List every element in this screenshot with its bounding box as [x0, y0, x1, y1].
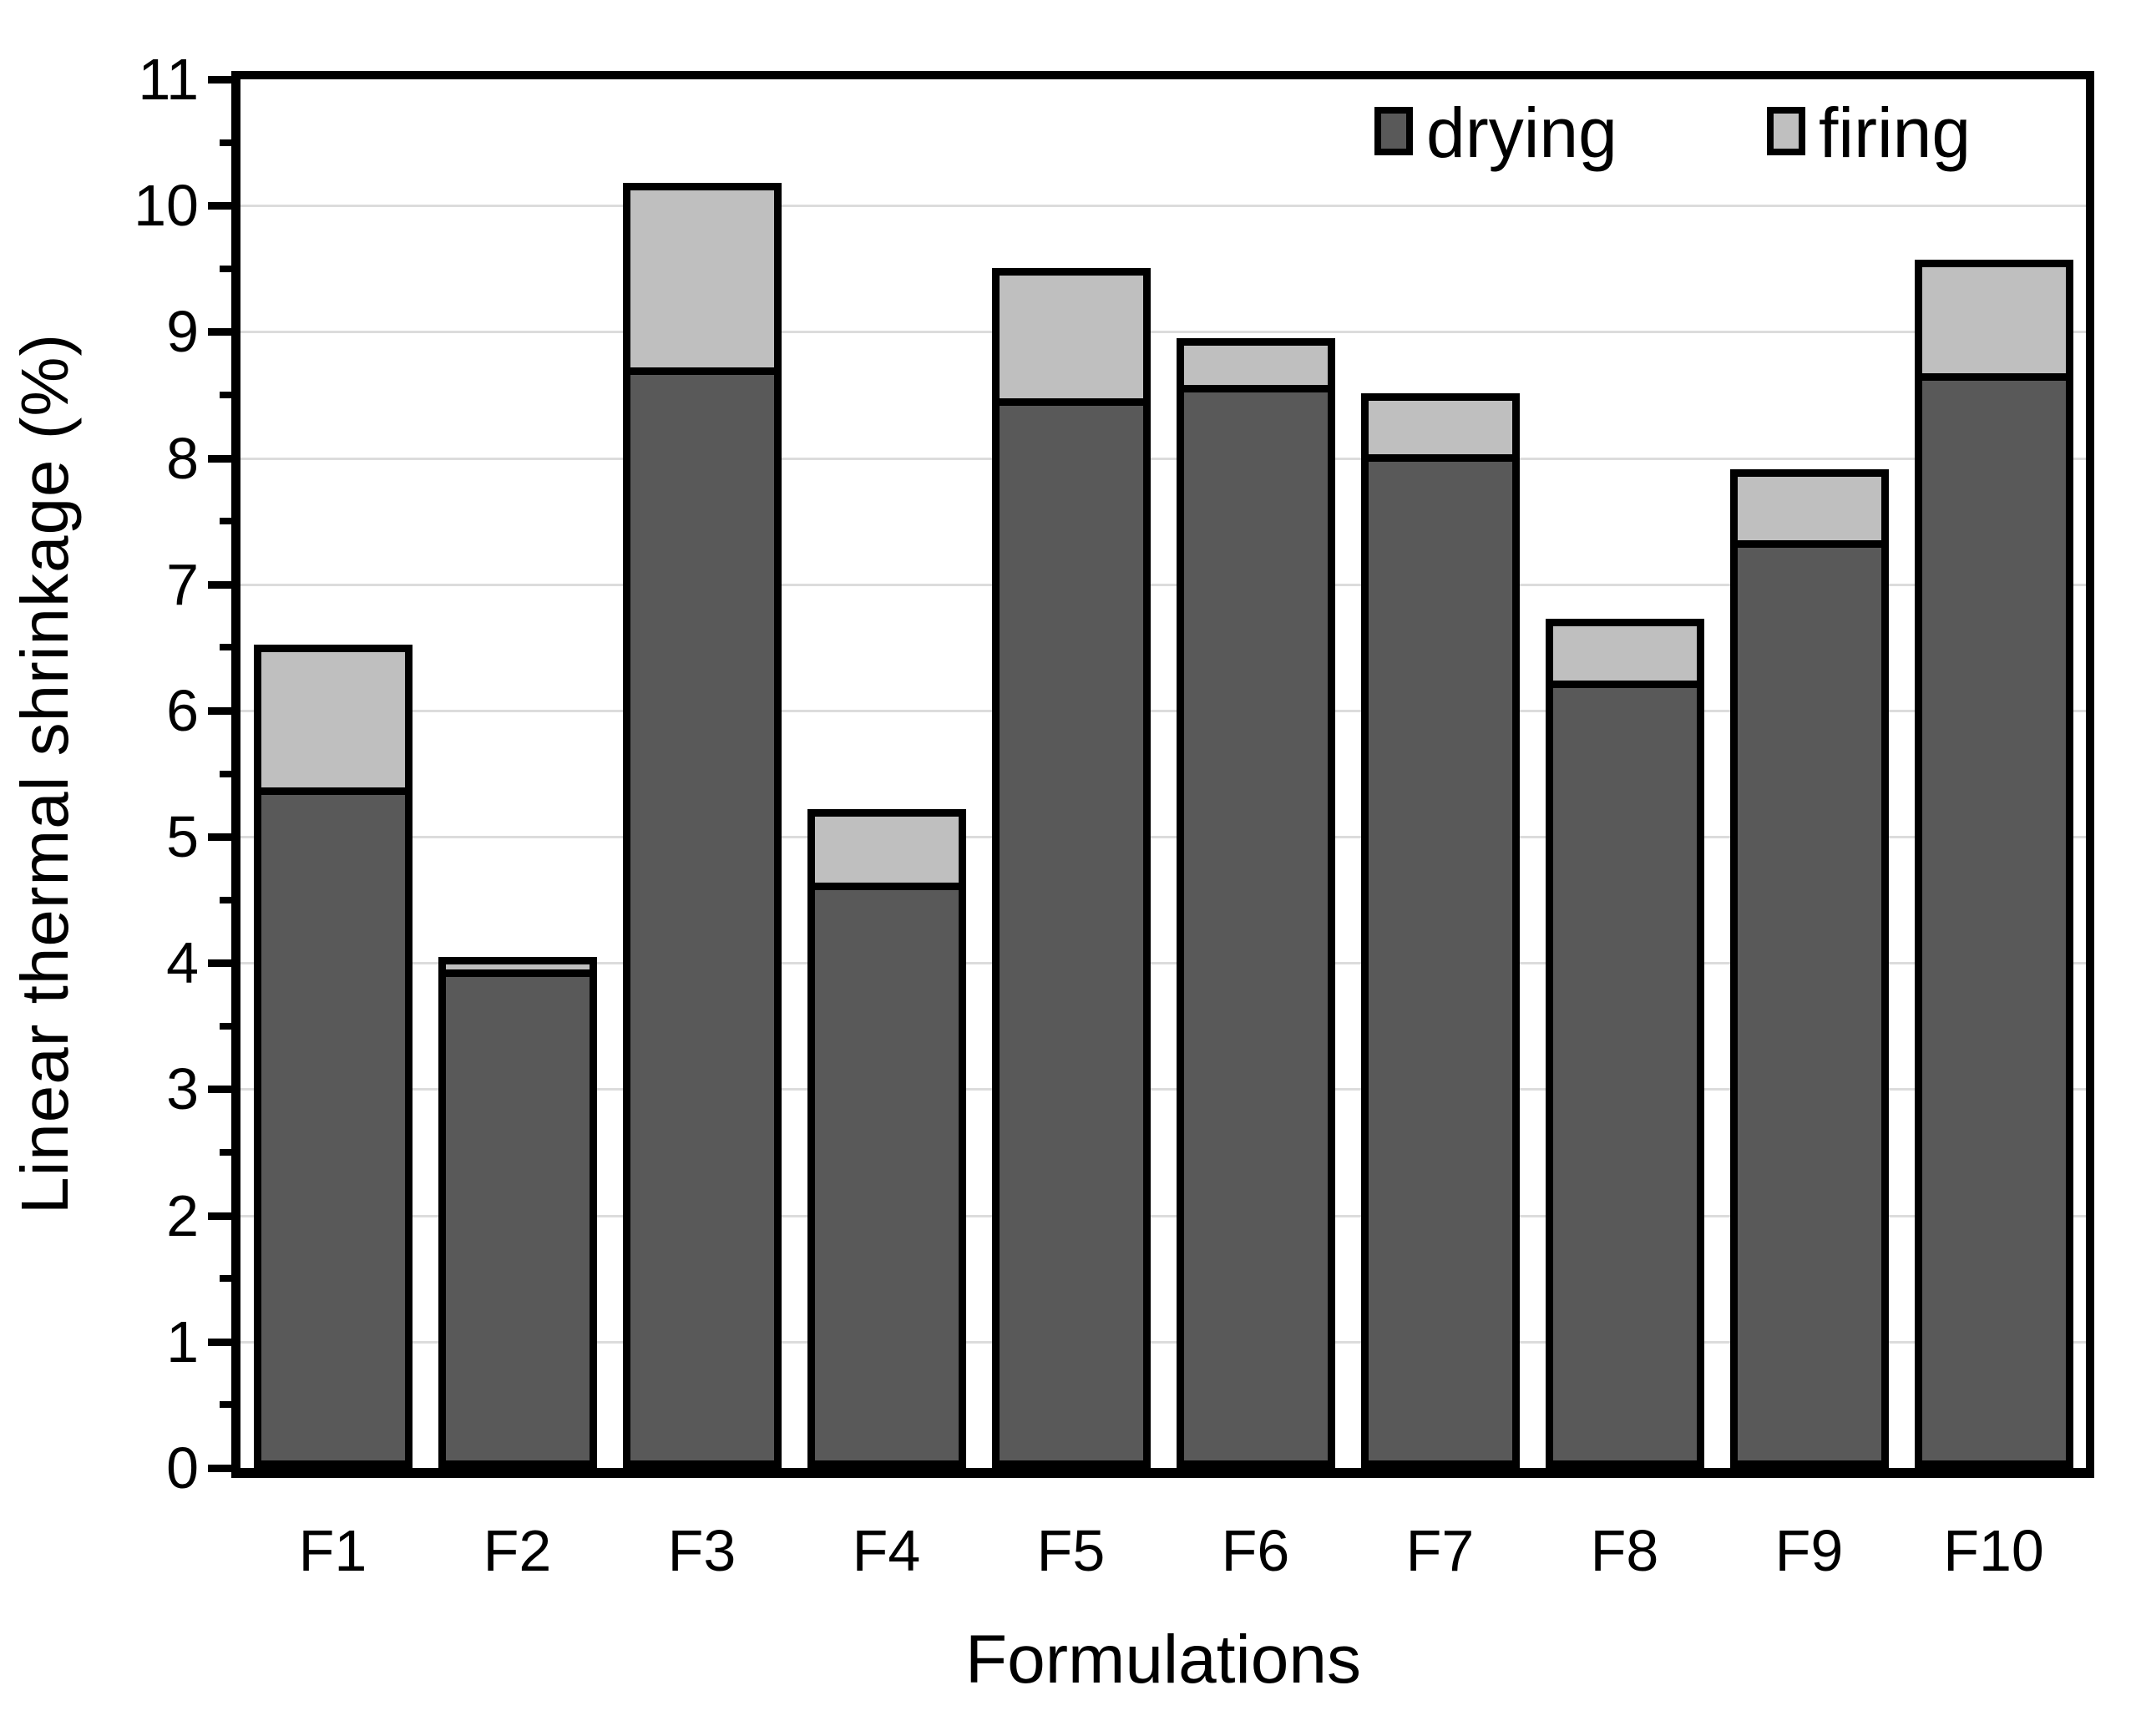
gridline-y9	[240, 331, 2086, 334]
x-tick-label-F4: F4	[852, 1518, 921, 1583]
gridline-y3	[240, 1088, 2086, 1091]
y-tick-label-3: 3	[166, 1056, 199, 1122]
y-major-tick-10	[208, 202, 231, 210]
bar-segment-drying-F2	[438, 969, 597, 1468]
gridline-y7	[240, 583, 2086, 586]
y-minor-tick-9.5	[220, 265, 231, 272]
y-tick-label-0: 0	[166, 1435, 199, 1501]
y-axis-line	[231, 71, 240, 1478]
y-minor-tick-6.5	[220, 644, 231, 651]
bar-segment-drying-F8	[1546, 681, 1704, 1468]
bar-segment-firing-F4	[807, 809, 966, 890]
x-axis-title: Formulations	[965, 1622, 1361, 1698]
x-tick-label-F6: F6	[1221, 1518, 1290, 1583]
bar-segment-firing-F2	[438, 957, 597, 977]
y-major-tick-1	[208, 1338, 231, 1346]
y-major-tick-4	[208, 959, 231, 968]
y-minor-tick-5.5	[220, 770, 231, 777]
y-tick-label-1: 1	[166, 1308, 199, 1374]
bar-segment-drying-F10	[1915, 373, 2073, 1468]
x-tick-label-F9: F9	[1774, 1518, 1844, 1583]
y-minor-tick-1.5	[220, 1275, 231, 1283]
x-tick-label-F1: F1	[298, 1518, 367, 1583]
bar-segment-drying-F6	[1177, 385, 1335, 1468]
gridline-y4	[240, 962, 2086, 965]
gridline-y8	[240, 457, 2086, 460]
bar-segment-drying-F7	[1361, 454, 1520, 1468]
y-major-tick-7	[208, 580, 231, 589]
bar-segment-drying-F5	[992, 398, 1151, 1468]
y-tick-label-7: 7	[166, 551, 199, 617]
y-minor-tick-3.5	[220, 1022, 231, 1030]
y-major-tick-11	[208, 76, 231, 84]
y-major-tick-8	[208, 454, 231, 463]
bar-segment-firing-F6	[1177, 338, 1335, 392]
bar-segment-firing-F8	[1546, 619, 1704, 688]
bar-segment-firing-F5	[992, 268, 1151, 406]
bar-segment-firing-F9	[1730, 469, 1889, 548]
gridline-y10	[240, 205, 2086, 208]
x-tick-label-F7: F7	[1405, 1518, 1475, 1583]
legend-swatch-firing	[1767, 107, 1805, 155]
legend-swatch-drying	[1374, 107, 1413, 155]
y-axis-title: Linear thermal shrinkage (%)	[8, 332, 82, 1215]
plot-frame-right	[2086, 71, 2094, 1478]
gridline-y6	[240, 709, 2086, 712]
bar-segment-firing-F10	[1915, 260, 2073, 381]
y-major-tick-6	[208, 706, 231, 715]
bar-segment-drying-F4	[807, 883, 966, 1468]
y-tick-label-6: 6	[166, 677, 199, 743]
bar-segment-firing-F3	[623, 183, 782, 375]
bar-segment-firing-F7	[1361, 393, 1520, 462]
bar-segment-drying-F9	[1730, 540, 1889, 1468]
gridline-y2	[240, 1214, 2086, 1217]
x-tick-label-F3: F3	[667, 1518, 736, 1583]
y-tick-label-8: 8	[166, 425, 199, 491]
y-tick-label-4: 4	[166, 930, 199, 996]
y-minor-tick-10.5	[220, 139, 231, 146]
bar-segment-drying-F1	[254, 787, 413, 1468]
x-axis-line	[231, 1468, 2094, 1478]
y-minor-tick-0.5	[220, 1401, 231, 1409]
x-tick-label-F2: F2	[483, 1518, 552, 1583]
bar-segment-drying-F3	[623, 367, 782, 1468]
y-major-tick-2	[208, 1212, 231, 1220]
gridline-y1	[240, 1340, 2086, 1344]
plot-area	[240, 79, 2086, 1468]
y-major-tick-0	[208, 1465, 231, 1472]
y-tick-label-5: 5	[166, 804, 199, 870]
legend-label-firing: firing	[1819, 94, 1971, 172]
y-major-tick-5	[208, 833, 231, 842]
x-tick-label-F8: F8	[1590, 1518, 1659, 1583]
y-minor-tick-7.5	[220, 518, 231, 525]
legend-label-drying: drying	[1426, 94, 1617, 172]
y-minor-tick-8.5	[220, 391, 231, 398]
y-tick-label-9: 9	[166, 299, 199, 365]
y-minor-tick-2.5	[220, 1149, 231, 1156]
x-tick-label-F10: F10	[1943, 1518, 2044, 1583]
bar-segment-firing-F1	[254, 645, 413, 795]
y-major-tick-3	[208, 1086, 231, 1094]
x-tick-label-F5: F5	[1036, 1518, 1106, 1583]
y-tick-label-10: 10	[134, 173, 199, 239]
y-major-tick-9	[208, 328, 231, 337]
y-minor-tick-4.5	[220, 896, 231, 903]
y-tick-label-11: 11	[138, 47, 199, 112]
plot-frame-top	[231, 71, 2094, 79]
y-tick-label-2: 2	[166, 1182, 199, 1248]
gridline-y5	[240, 836, 2086, 839]
